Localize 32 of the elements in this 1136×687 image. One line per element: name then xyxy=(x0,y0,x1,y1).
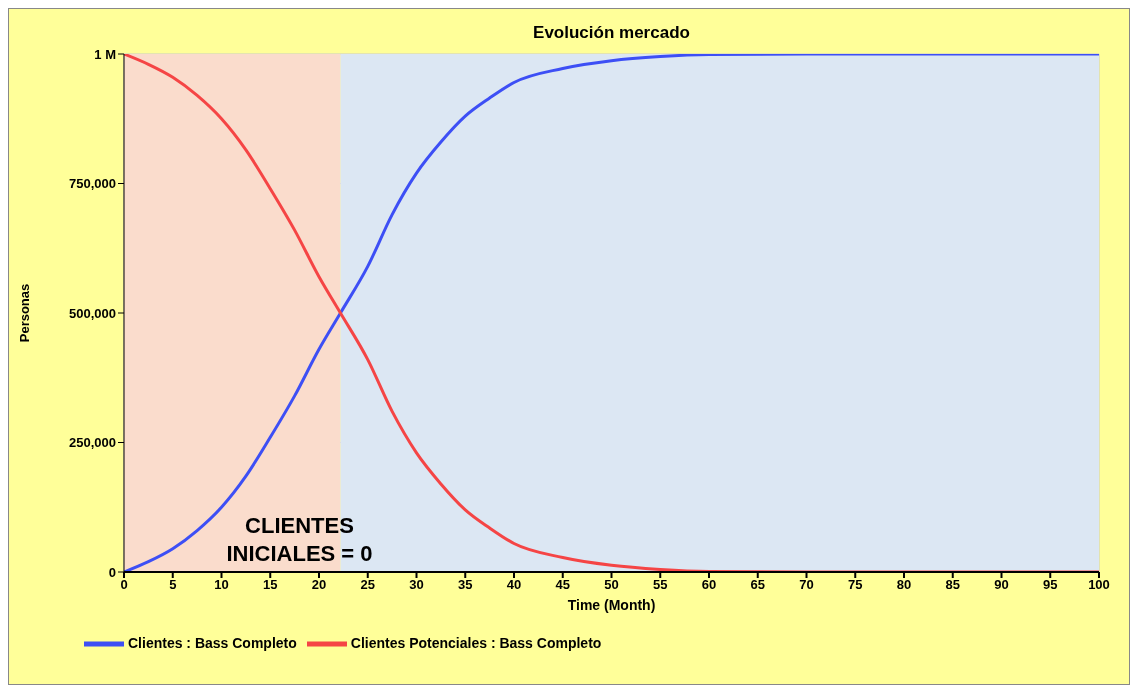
x-tick-label: 25 xyxy=(360,577,375,593)
x-tick-label: 5 xyxy=(169,577,177,593)
legend-label: Clientes Potenciales : Bass Completo xyxy=(350,635,602,652)
y-tick-label: 750,000 xyxy=(69,176,116,192)
x-tick-label: 75 xyxy=(848,577,863,593)
x-tick-label: 15 xyxy=(263,577,278,593)
x-tick-label: 50 xyxy=(604,577,619,593)
x-tick-label: 35 xyxy=(458,577,473,593)
chart-title: Evolución mercado xyxy=(532,23,691,43)
x-tick-label: 30 xyxy=(409,577,424,593)
x-tick-label: 20 xyxy=(311,577,327,593)
x-tick-label: 85 xyxy=(945,577,960,593)
x-tick-label: 80 xyxy=(896,577,912,593)
x-tick-label: 95 xyxy=(1043,577,1058,593)
x-tick-label: 90 xyxy=(994,577,1009,593)
x-tick-label: 10 xyxy=(214,577,229,593)
x-tick-label: 60 xyxy=(701,577,717,593)
y-axis-title: Personas xyxy=(16,283,32,343)
x-tick-label: 70 xyxy=(799,577,814,593)
x-tick-label: 55 xyxy=(653,577,668,593)
y-tick-label: 500,000 xyxy=(69,305,116,321)
y-tick-label: 0 xyxy=(108,564,116,580)
x-tick-label: 45 xyxy=(555,577,570,593)
legend-label: Clientes : Bass Completo xyxy=(128,635,297,652)
y-tick-label: 250,000 xyxy=(69,435,116,451)
x-tick-label: 65 xyxy=(750,577,765,593)
y-tick-label: 1 M xyxy=(94,46,116,62)
annotation: CLIENTES INICIALES = 0 xyxy=(225,512,374,568)
x-tick-label: 0 xyxy=(120,577,128,593)
x-axis-title: Time (Month) xyxy=(567,597,656,613)
x-tick-label: 40 xyxy=(506,577,522,593)
x-tick-label: 100 xyxy=(1088,577,1110,593)
